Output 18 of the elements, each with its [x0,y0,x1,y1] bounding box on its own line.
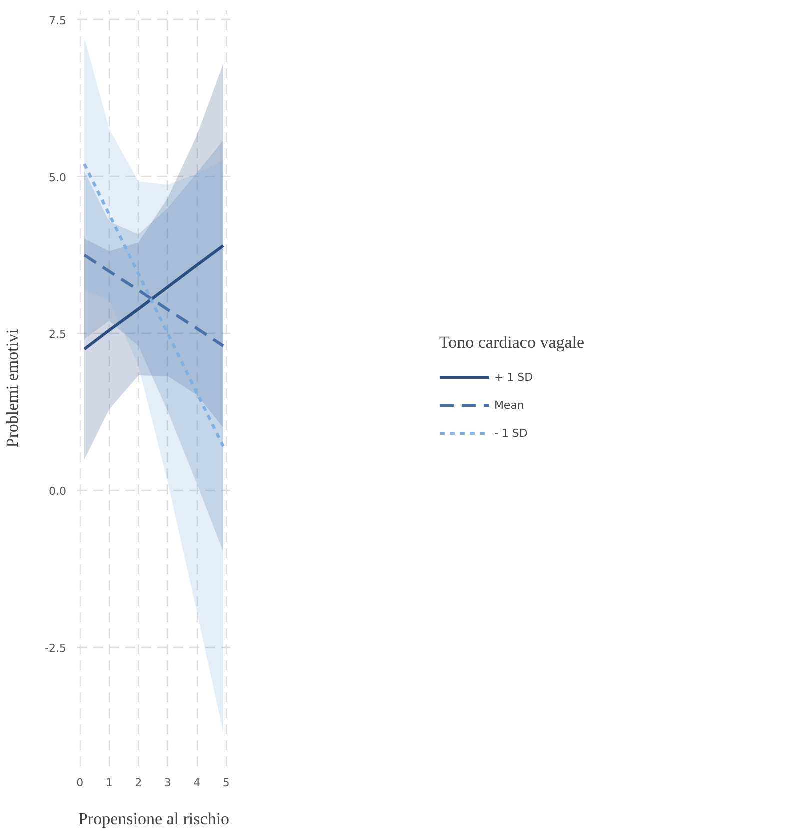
x-tick-label: 1 [106,776,113,790]
y-axis-title: Problemi emotivi [3,328,22,448]
y-tick-label: 0.0 [49,484,67,498]
y-tick-label: 2.5 [49,328,67,342]
x-tick-label: 3 [164,776,172,790]
legend-label: Mean [494,398,524,412]
x-tick-label: 5 [222,776,230,790]
legend-label: + 1 SD [494,370,534,384]
legend-title: Tono cardiaco vagale [439,333,585,353]
x-tick-label: 2 [135,776,142,790]
y-tick-label: 5.0 [49,171,67,184]
y-tick-label: -2.5 [45,642,67,655]
y-tick-label: 7.5 [49,14,67,28]
x-tick-label: 0 [76,776,84,790]
x-axis-title: Propensione al rischio [78,810,230,828]
line-series [83,162,225,448]
legend-label: - 1 SD [494,426,528,440]
x-tick-label: 4 [194,776,201,790]
